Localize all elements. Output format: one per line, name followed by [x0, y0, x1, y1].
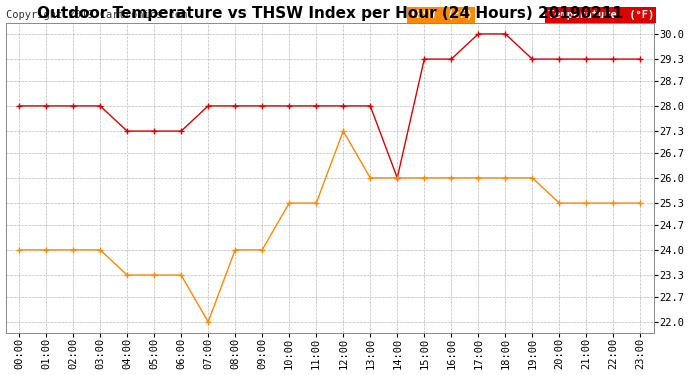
- Text: Copyright 2019 Cartronics.com: Copyright 2019 Cartronics.com: [6, 10, 187, 20]
- Text: Temperature  (°F): Temperature (°F): [548, 10, 654, 20]
- Text: THSW  (°F): THSW (°F): [410, 10, 473, 20]
- Title: Outdoor Temperature vs THSW Index per Hour (24 Hours) 20190211: Outdoor Temperature vs THSW Index per Ho…: [37, 6, 622, 21]
